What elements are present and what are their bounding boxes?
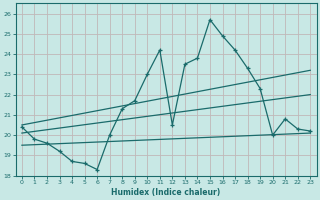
X-axis label: Humidex (Indice chaleur): Humidex (Indice chaleur)	[111, 188, 221, 197]
